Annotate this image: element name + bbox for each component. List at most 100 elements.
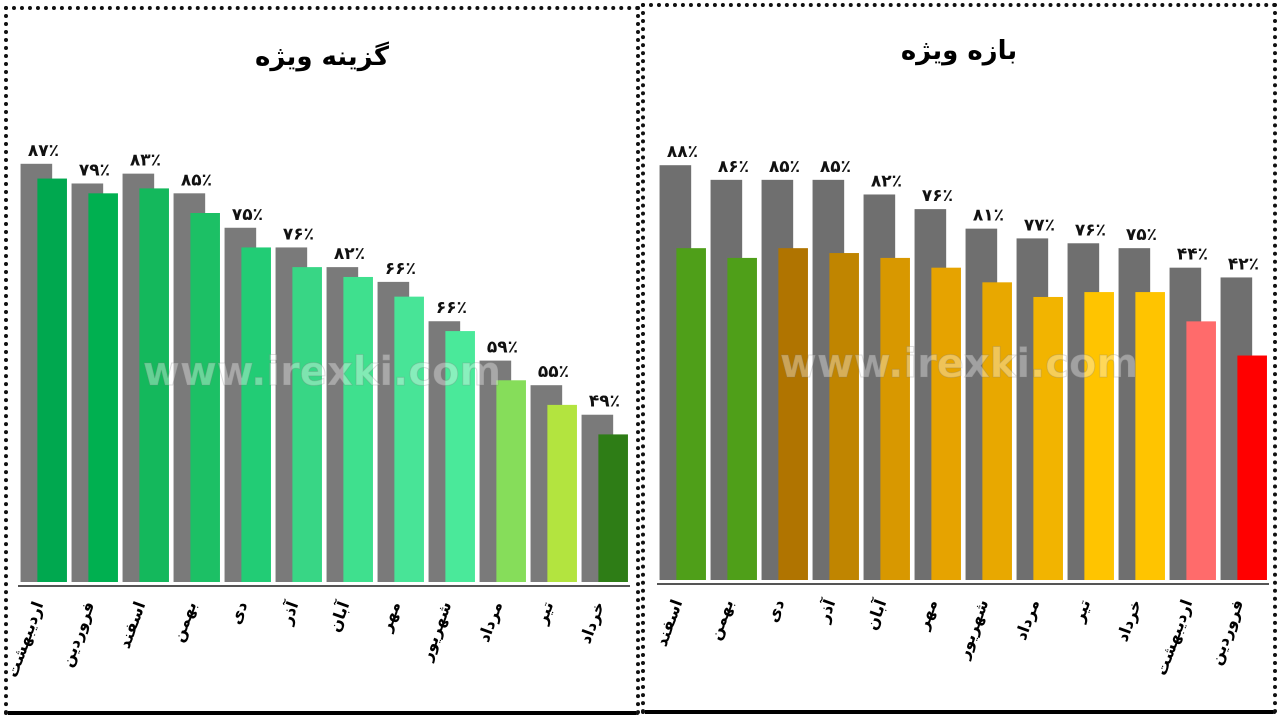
bar-current	[1135, 292, 1165, 580]
data-label: ۴۲٪	[1228, 254, 1259, 274]
data-label: ۸۲٪	[334, 244, 365, 264]
category-label: فروردین	[57, 599, 98, 670]
data-label: ۷۵٪	[1126, 225, 1157, 245]
category-label: مهر	[913, 597, 942, 633]
category-group: ۸۶٪ بهمن	[705, 157, 757, 643]
category-label: مرداد	[1011, 597, 1043, 643]
category-label: خرداد	[576, 599, 609, 646]
category-group: ۸۵٪ بهمن	[168, 170, 220, 645]
category-group: ۷۶٪ آذر	[275, 224, 322, 628]
category-label: دی	[763, 597, 789, 625]
data-label: ۸۸٪	[667, 142, 698, 162]
bar-current	[445, 331, 475, 582]
data-label: ۷۶٪	[1075, 220, 1106, 240]
category-label: فروردین	[1206, 597, 1247, 668]
category-group: ۵۵٪ تیر	[530, 362, 577, 628]
data-label: ۷۷٪	[1024, 215, 1055, 235]
category-label: بهمن	[705, 597, 737, 643]
bar-current	[139, 188, 169, 582]
bar-current	[931, 267, 961, 580]
category-group: ۸۵٪ دی	[761, 157, 808, 625]
bar-current	[37, 178, 67, 582]
data-label: ۷۶٪	[283, 224, 314, 244]
category-group: ۴۹٪ خرداد	[576, 392, 628, 646]
category-group: ۵۹٪ مرداد	[474, 338, 526, 645]
category-label: مرداد	[474, 599, 506, 645]
category-label: دی	[226, 599, 252, 627]
data-label: ۷۶٪	[922, 186, 953, 206]
bar-current	[241, 247, 271, 582]
data-label: ۸۷٪	[28, 141, 59, 161]
bar-current	[880, 257, 910, 580]
data-label: ۷۵٪	[232, 205, 263, 225]
data-label: ۸۵٪	[181, 170, 212, 190]
category-group: ۸۲٪ آبان	[324, 244, 373, 635]
data-label: ۸۵٪	[820, 157, 851, 177]
category-group: ۷۷٪ مرداد	[1011, 215, 1063, 643]
watermark-text: www.irexki.com	[143, 349, 501, 395]
category-label: آذر	[275, 598, 302, 628]
category-group: ۷۶٪ مهر	[913, 186, 961, 633]
chart-title: گزینه ویژه	[255, 41, 390, 72]
data-label: ۸۳٪	[130, 151, 161, 171]
data-label: ۸۵٪	[769, 157, 800, 177]
data-label: ۴۹٪	[589, 392, 620, 412]
watermark-text: www.irexki.com	[780, 341, 1138, 387]
left-chart: گزینه ویژه ۸۷٪ اردیبهشت ۷۹٪ فروردین ۸۳٪ اسفند ۸…	[8, 41, 630, 680]
category-group: ۷۵٪ دی	[224, 205, 271, 627]
category-group: ۶۶٪ شهریور	[416, 298, 475, 664]
category-label: اردیبهشت	[1151, 597, 1196, 678]
category-label: آبان	[324, 598, 354, 635]
category-label: بهمن	[168, 599, 200, 645]
bar-current	[676, 248, 706, 580]
category-group: ۸۱٪ شهریور	[953, 206, 1012, 662]
bar-current	[1033, 296, 1063, 580]
data-label: ۶۶٪	[385, 259, 416, 279]
category-label: شهریور	[416, 599, 455, 664]
data-label: ۸۶٪	[718, 157, 749, 177]
bar-current	[982, 282, 1012, 580]
category-group: ۷۵٪ خرداد	[1113, 225, 1165, 644]
data-label: ۵۵٪	[538, 362, 569, 382]
category-group: ۸۸٪ اسفند	[652, 142, 706, 649]
right-chart-panel: بازه ویژه ۸۸٪ اسفند ۸۶٪ بهمن ۸۵٪ دی ۸۵٪ آذر ۸۲٪ آب…	[641, 3, 1277, 714]
data-label: ۷۹٪	[79, 160, 110, 180]
data-label: ۵۹٪	[487, 338, 518, 358]
category-group: ۷۹٪ فروردین	[57, 160, 118, 669]
category-label: تیر	[531, 599, 557, 628]
category-label: تیر	[1068, 597, 1094, 626]
category-group: ۸۷٪ اردیبهشت	[8, 141, 67, 680]
bar-current	[727, 257, 757, 580]
category-group: ۷۶٪ تیر	[1067, 220, 1114, 626]
bar-current	[88, 193, 118, 582]
data-label: ۸۲٪	[871, 171, 902, 191]
category-label: اسفند	[115, 599, 149, 651]
category-label: آبان	[861, 596, 891, 633]
bar-current	[598, 434, 628, 582]
category-label: مهر	[376, 599, 405, 635]
chart-title: بازه ویژه	[901, 36, 1017, 66]
data-label: ۸۱٪	[973, 206, 1004, 226]
right-chart: بازه ویژه ۸۸٪ اسفند ۸۶٪ بهمن ۸۵٪ دی ۸۵٪ آذر ۸۲٪ آب…	[652, 36, 1269, 678]
left-chart-panel: گزینه ویژه ۸۷٪ اردیبهشت ۷۹٪ فروردین ۸۳٪ اسفند ۸…	[4, 6, 640, 715]
bar-current	[394, 296, 424, 582]
bar-current	[292, 267, 322, 582]
bar-current	[1237, 355, 1267, 580]
category-group: ۸۲٪ آبان	[861, 171, 910, 633]
category-group: ۶۶٪ مهر	[376, 259, 424, 635]
bar-current	[547, 404, 577, 582]
category-group: ۸۵٪ آذر	[812, 157, 859, 626]
bar-current	[1186, 321, 1216, 580]
panel-edge	[8, 711, 636, 715]
bar-current	[778, 248, 808, 580]
bar-current	[829, 253, 859, 581]
bar-current	[496, 380, 526, 582]
bar-current	[343, 276, 373, 582]
category-label: خرداد	[1113, 597, 1146, 644]
category-label: اردیبهشت	[8, 599, 47, 680]
category-label: اسفند	[652, 597, 686, 649]
bar-current	[1084, 292, 1114, 580]
panel-edge	[645, 710, 1273, 714]
data-label: ۶۶٪	[436, 298, 467, 318]
bar-current	[190, 213, 220, 582]
